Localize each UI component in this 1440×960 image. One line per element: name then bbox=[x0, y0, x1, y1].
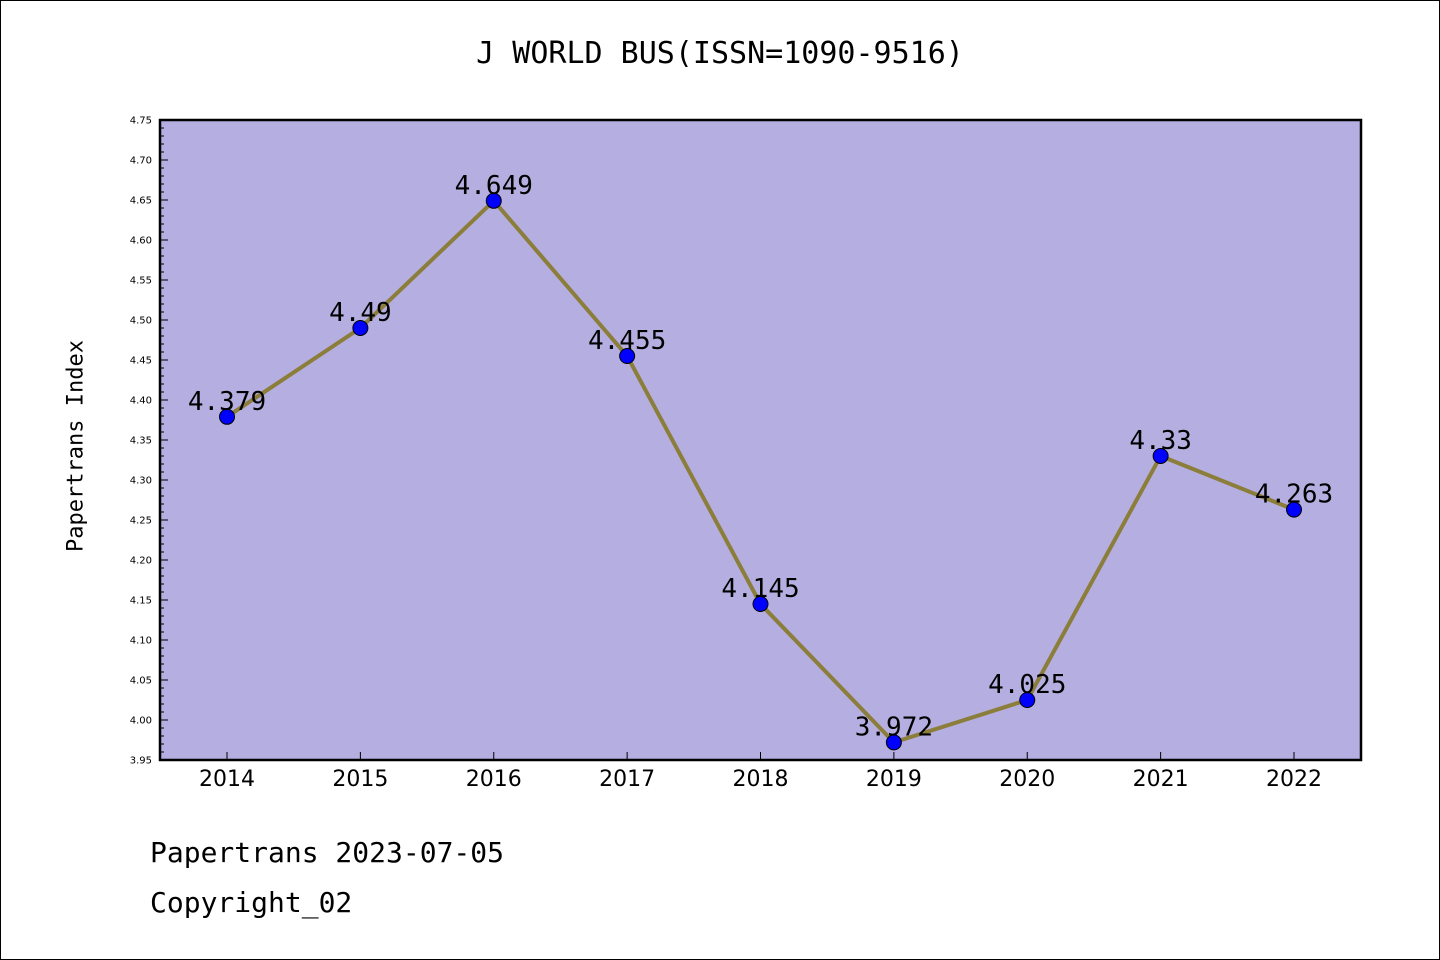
x-tick-label: 2018 bbox=[733, 767, 789, 792]
data-point bbox=[752, 596, 769, 612]
y-tick-label: 4.15 bbox=[130, 596, 152, 607]
x-tick-label: 2019 bbox=[866, 767, 922, 792]
data-label: 3.972 bbox=[855, 712, 933, 742]
x-tick-label: 2016 bbox=[466, 767, 522, 792]
footer-date: Papertrans 2023-07-05 bbox=[150, 836, 505, 869]
x-tick-label: 2017 bbox=[599, 767, 655, 792]
x-tick-label: 2014 bbox=[199, 767, 255, 792]
data-label: 4.49 bbox=[329, 298, 392, 328]
x-tick-label: 2022 bbox=[1266, 767, 1322, 792]
data-point bbox=[1152, 448, 1169, 464]
x-tick-label: 2015 bbox=[332, 767, 388, 792]
y-tick-label: 4.65 bbox=[130, 196, 152, 207]
data-point bbox=[885, 734, 902, 751]
data-point bbox=[1286, 501, 1302, 518]
y-tick-label: 4.10 bbox=[130, 636, 152, 647]
y-tick-label: 4.55 bbox=[130, 276, 152, 287]
x-axis: 2014 2015 2016 2017 2018 2019 2020 2021 2022 bbox=[199, 752, 1322, 792]
series-markers bbox=[219, 192, 1302, 751]
chart-title: J WORLD BUS(ISSN=1090-9516) bbox=[476, 36, 964, 71]
data-point bbox=[485, 192, 502, 209]
y-tick-label: 4.50 bbox=[130, 316, 152, 327]
y-tick-label: 4.60 bbox=[130, 236, 152, 247]
data-point bbox=[1019, 692, 1036, 708]
data-label: 4.025 bbox=[988, 670, 1066, 700]
y-tick-label: 4.00 bbox=[130, 716, 152, 727]
y-tick-label: 4.45 bbox=[130, 356, 152, 367]
plot-border bbox=[158, 118, 1363, 762]
data-label: 4.33 bbox=[1129, 426, 1192, 456]
data-label: 4.379 bbox=[188, 387, 266, 417]
y-tick-label: 4.25 bbox=[130, 516, 152, 527]
data-label: 4.145 bbox=[721, 574, 799, 604]
y-axis: 3.95 4.00 4.05 4.10 4.15 4.20 4.25 4.30 4.35 4.40… bbox=[130, 116, 168, 767]
plot-area bbox=[160, 120, 1361, 760]
data-label: 4.649 bbox=[455, 171, 533, 201]
data-label: 4.263 bbox=[1255, 480, 1333, 510]
data-label: 4.455 bbox=[588, 326, 666, 356]
y-tick-label: 4.35 bbox=[130, 436, 152, 447]
y-tick-label: 4.75 bbox=[130, 116, 152, 127]
data-labels: 4.379 4.49 4.649 4.455 4.145 3.972 4.025 4.33 4.… bbox=[188, 171, 1333, 743]
y-tick-label: 4.40 bbox=[130, 396, 152, 407]
x-tick-label: 2020 bbox=[999, 767, 1055, 792]
y-tick-label: 3.95 bbox=[130, 756, 152, 767]
footer-copyright: Copyright_02 bbox=[150, 886, 353, 919]
y-tick-label: 4.05 bbox=[130, 676, 152, 687]
y-tick-label: 4.30 bbox=[130, 476, 152, 487]
y-tick-label: 4.20 bbox=[130, 556, 152, 567]
y-tick-label: 4.70 bbox=[130, 156, 152, 167]
x-tick-label: 2021 bbox=[1133, 767, 1189, 792]
data-point bbox=[219, 408, 235, 425]
data-point bbox=[619, 348, 636, 364]
data-point bbox=[352, 320, 369, 336]
